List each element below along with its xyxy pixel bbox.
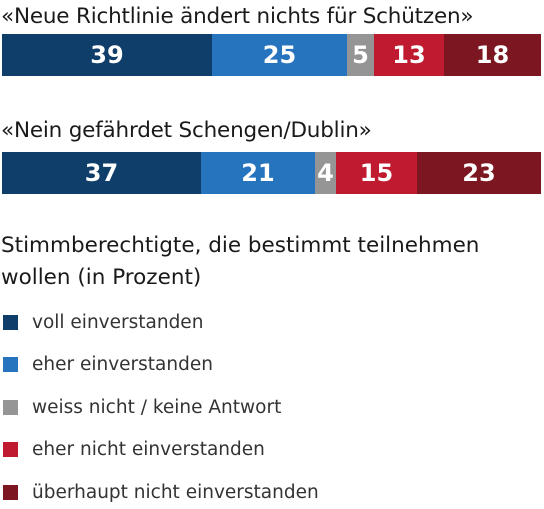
chart-category-label: «Neue Richtlinie ändert nichts für Schüt… [1, 4, 474, 29]
legend-swatch [3, 442, 18, 457]
data-label: 37 [84, 159, 119, 187]
stacked-bar-1: 37 21 4 15 23 [2, 152, 541, 194]
bar-segment: 4 [315, 152, 336, 194]
legend-label: weiss nicht / keine Antwort [32, 396, 282, 418]
bar-segment: 21 [201, 152, 315, 194]
legend-swatch [3, 484, 18, 500]
legend-label: eher nicht einverstanden [32, 439, 265, 460]
data-label: 15 [359, 159, 394, 187]
data-label: 39 [90, 41, 124, 69]
data-label: 5 [352, 41, 369, 69]
legend-item: voll einverstanden [0, 310, 203, 334]
data-label: 13 [392, 41, 426, 69]
bar-segment: 13 [374, 34, 444, 76]
bar-segment: 23 [417, 152, 541, 194]
stacked-bar-0: 39 25 5 13 18 [2, 34, 541, 76]
legend-swatch [3, 357, 18, 372]
legend-label: überhaupt nicht einverstanden [32, 481, 319, 503]
legend-swatch [3, 399, 18, 415]
legend-swatch [3, 314, 18, 330]
legend-item: eher nicht einverstanden [0, 438, 265, 462]
data-label: 23 [462, 159, 496, 187]
data-label: 4 [317, 159, 334, 187]
legend-label: eher einverstanden [32, 354, 213, 375]
chart-category-label: «Nein gefährdet Schengen/Dublin» [1, 118, 372, 143]
bar-segment: 18 [444, 34, 541, 76]
legend-item: überhaupt nicht einverstanden [0, 480, 319, 504]
data-label: 18 [475, 41, 510, 69]
legend-item: weiss nicht / keine Antwort [0, 395, 281, 419]
bar-segment: 25 [212, 34, 347, 76]
legend-title: Stimmberechtigte, die bestimmt teilnehme… [1, 233, 480, 290]
bar-segment: 39 [2, 34, 212, 76]
legend-item: eher einverstanden [0, 353, 213, 377]
bar-segment: 37 [2, 152, 201, 194]
data-label: 21 [241, 159, 275, 187]
data-label: 25 [262, 41, 297, 69]
legend-label: voll einverstanden [32, 311, 204, 333]
bar-segment: 15 [336, 152, 417, 194]
bar-segment: 5 [347, 34, 374, 76]
